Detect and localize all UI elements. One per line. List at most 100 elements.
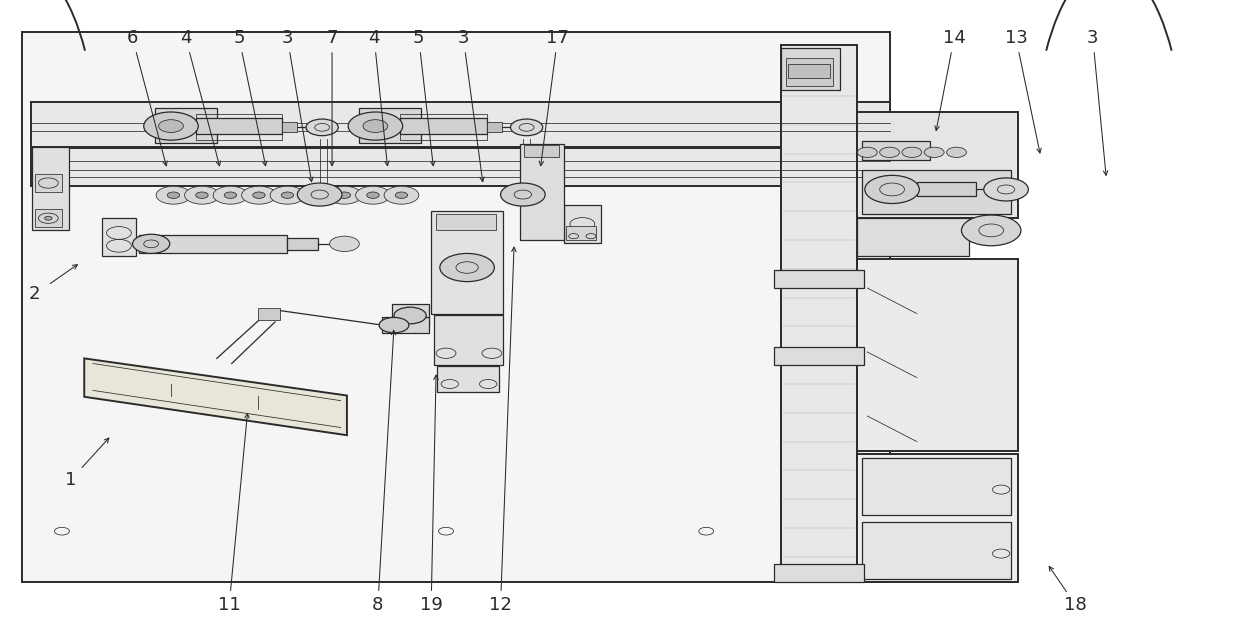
Circle shape [133,234,170,253]
Bar [31,148,890,186]
Bar [431,211,503,314]
Bar [774,564,864,582]
Circle shape [379,317,409,333]
Bar [520,144,564,240]
Bar [382,317,429,333]
Circle shape [384,186,419,204]
Text: 14: 14 [943,29,965,47]
Bar [781,45,857,582]
Text: 13: 13 [1005,29,1027,47]
Bar [102,218,136,256]
Bar [258,308,280,320]
Text: 6: 6 [126,29,139,47]
Bar [22,32,890,582]
Bar [196,118,282,134]
Circle shape [348,112,403,140]
Bar [917,182,976,196]
Circle shape [330,236,359,252]
Bar [857,112,1018,218]
Text: 19: 19 [420,596,442,614]
Bar [155,108,217,143]
Circle shape [857,147,877,157]
Bar [857,454,1018,582]
Text: 7: 7 [326,29,338,47]
Circle shape [159,120,183,132]
Circle shape [310,192,322,198]
Bar [774,270,864,288]
Bar [35,209,62,227]
Circle shape [880,147,900,157]
Text: 3: 3 [281,29,294,47]
Circle shape [185,186,219,204]
Bar [400,114,487,140]
Bar [788,64,830,78]
Circle shape [253,192,265,198]
Bar [786,58,833,86]
Text: 5: 5 [413,29,425,47]
Text: 2: 2 [28,285,41,303]
Circle shape [213,186,248,204]
Text: 17: 17 [546,29,569,47]
Text: 3: 3 [457,29,470,47]
Circle shape [363,120,388,132]
Bar [437,366,499,392]
Text: 4: 4 [368,29,380,47]
Bar [857,218,969,256]
Bar [781,48,840,90]
Bar [862,170,1011,214]
Circle shape [327,186,362,204]
Circle shape [144,112,198,140]
Bar [31,102,890,147]
Text: 12: 12 [489,596,512,614]
Circle shape [270,186,305,204]
Circle shape [395,192,408,198]
Circle shape [501,183,545,206]
Circle shape [947,147,966,157]
Circle shape [356,186,390,204]
Bar [487,122,502,132]
Bar [400,118,487,134]
Bar [857,259,1018,451]
Circle shape [306,119,338,136]
Bar [287,238,318,250]
Bar [774,347,864,365]
Text: 4: 4 [180,29,192,47]
Circle shape [297,183,342,206]
Text: 1: 1 [64,471,77,489]
Circle shape [902,147,922,157]
Bar [434,315,503,365]
Circle shape [394,307,426,324]
Circle shape [242,186,276,204]
Circle shape [440,253,494,282]
Circle shape [45,216,52,220]
Bar [282,122,297,132]
Bar [862,141,930,160]
Bar [392,304,429,326]
Bar [524,145,559,157]
Text: 5: 5 [233,29,245,47]
Circle shape [224,192,237,198]
Circle shape [156,186,191,204]
Circle shape [367,192,379,198]
Text: 8: 8 [372,596,384,614]
Circle shape [338,192,351,198]
Circle shape [510,119,543,136]
Text: 18: 18 [1064,596,1087,614]
Bar [564,205,601,243]
Bar [196,114,282,140]
Bar [139,235,287,253]
Circle shape [281,192,294,198]
Bar [35,174,62,192]
Bar [32,147,69,230]
Circle shape [984,178,1028,201]
Circle shape [196,192,208,198]
Circle shape [167,192,180,198]
Circle shape [865,175,919,204]
Bar [566,226,596,240]
Circle shape [924,147,944,157]
Bar [862,522,1011,579]
Circle shape [961,215,1021,246]
Bar [359,108,421,143]
Bar [436,214,496,230]
Text: 11: 11 [218,596,240,614]
